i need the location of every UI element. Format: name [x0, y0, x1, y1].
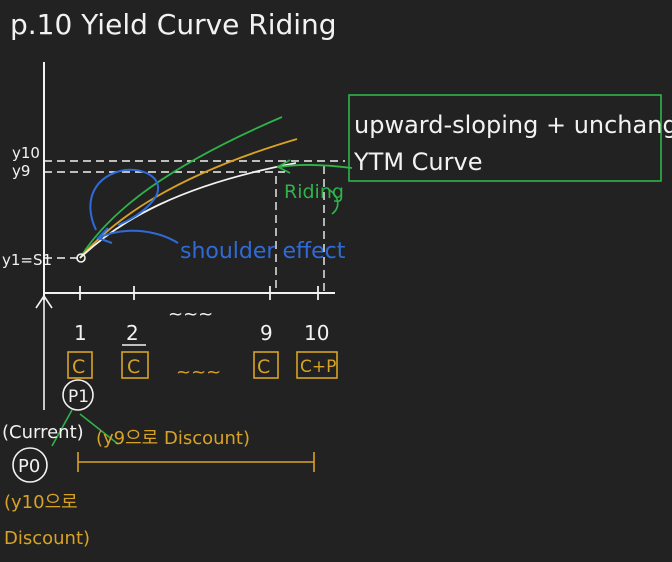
page-title: p.10 Yield Curve Riding — [10, 8, 337, 41]
y1-s1-label: y1=S1 — [2, 251, 52, 269]
green-yield-curve — [79, 116, 283, 259]
up-arrow-icon — [35, 294, 53, 410]
cashflow-box-9: C — [253, 351, 279, 379]
y9-label: y9 — [12, 162, 30, 180]
svg-text:C: C — [257, 356, 270, 378]
svg-text:C: C — [72, 356, 85, 378]
shoulder-arrow-head — [96, 227, 113, 244]
x-tick-label-1: 1 — [74, 321, 87, 345]
y9-discount-label: (y9으로 Discount) — [96, 428, 250, 449]
x-tick-label-10: 10 — [304, 321, 329, 345]
cashflow-box-1: C — [67, 351, 93, 379]
current-label: (Current) — [2, 422, 84, 443]
riding-label: Riding — [284, 181, 344, 203]
note-box — [348, 94, 662, 182]
p0-label: P0 — [18, 456, 40, 477]
shoulder-loop — [89, 168, 160, 231]
x-tick-label-9: 9 — [260, 321, 273, 345]
note-line-2: YTM Curve — [353, 148, 482, 176]
white-yield-curve — [79, 162, 297, 259]
svg-text:C+P: C+P — [300, 357, 336, 377]
note-line-1: upward-sloping + unchanged — [354, 111, 672, 139]
x-tick-label-2: 2 — [126, 321, 139, 345]
y10-discount-label-line2: Discount) — [4, 528, 90, 549]
shoulder-arrow — [99, 229, 179, 244]
discount-line-p1-to-p0 — [51, 409, 73, 447]
p1-circle — [62, 379, 94, 411]
circle-marker-icon — [76, 253, 86, 263]
y10-label: y10 — [12, 144, 40, 162]
discount-line-p1-to-y9 — [79, 413, 119, 445]
riding-arrow-head — [276, 159, 291, 174]
riding-arrow — [279, 163, 353, 169]
cashflow-ellipsis: ~~~ — [176, 362, 221, 383]
riding-tail — [329, 189, 339, 215]
p1-label: P1 — [68, 387, 89, 407]
svg-text:C: C — [127, 356, 140, 378]
x-tick-ellipsis: ~~~ — [168, 304, 213, 325]
shoulder-effect-label: shoulder effect — [180, 239, 346, 264]
cashflow-box-10: C+P — [296, 351, 338, 379]
y10-discount-label-line1: (y10으로 — [4, 492, 78, 513]
p0-circle — [12, 447, 48, 483]
cashflow-box-2: C — [121, 351, 149, 379]
